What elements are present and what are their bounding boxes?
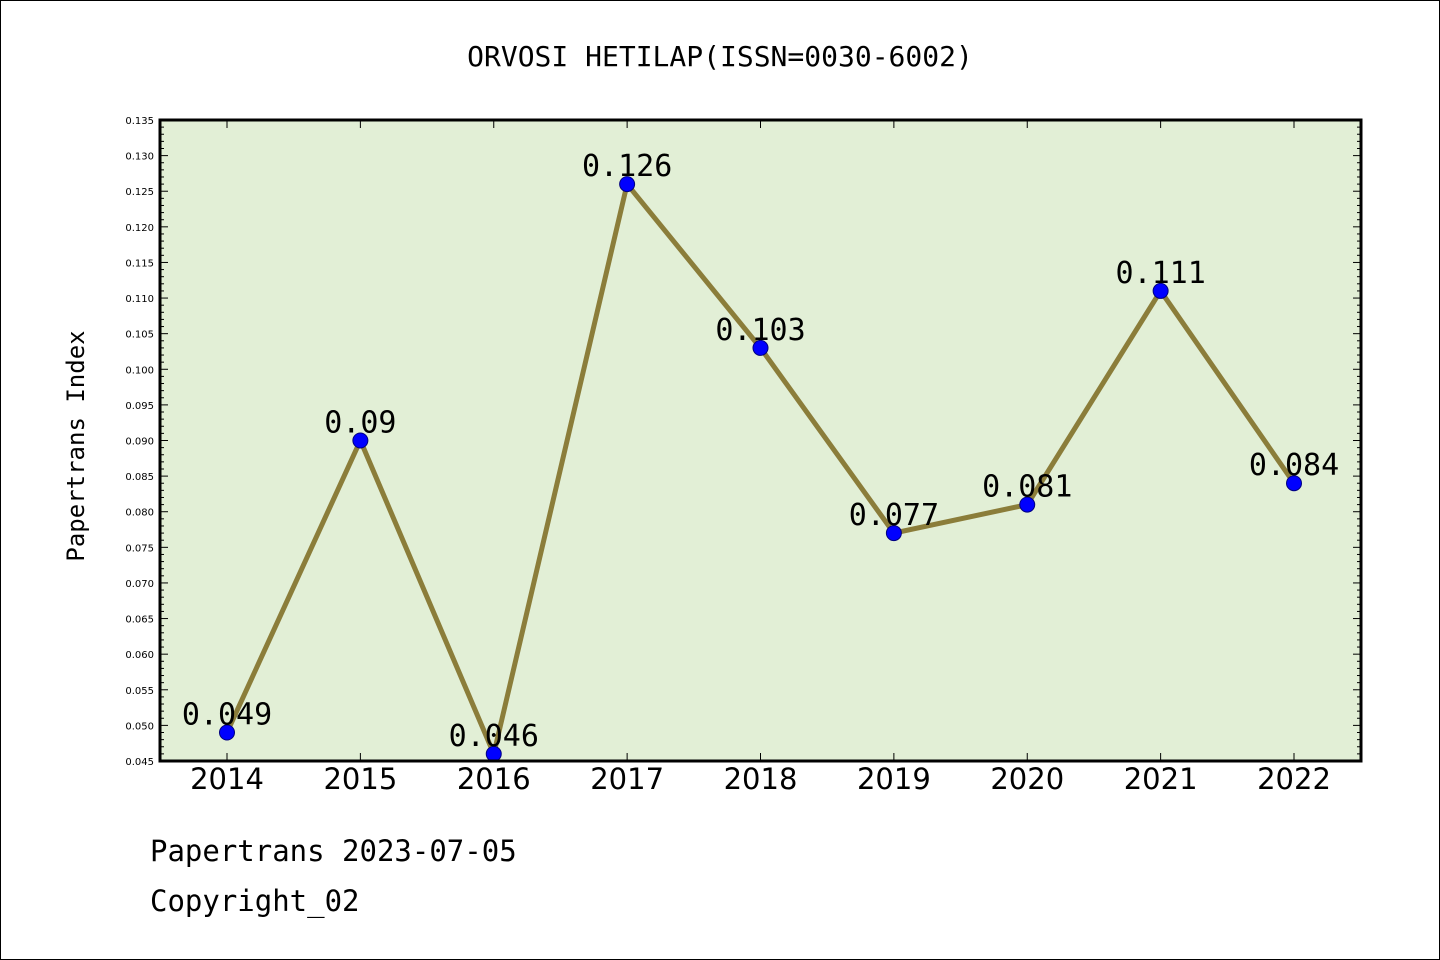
y-tick-label: 0.110 <box>125 294 154 305</box>
x-tick-label: 2014 <box>190 762 264 796</box>
y-tick-label: 0.130 <box>125 152 154 163</box>
y-tick-label: 0.105 <box>125 330 154 341</box>
y-tick-label: 0.055 <box>125 686 154 697</box>
x-tick-label: 2019 <box>857 762 931 796</box>
data-labels: 0.049 0.09 0.046 0.126 0.103 0.077 0.081 0.111 0… <box>182 149 1339 754</box>
data-label: 0.111 <box>1115 256 1205 291</box>
y-tick-label: 0.075 <box>125 543 154 554</box>
y-tick-label: 0.135 <box>125 116 154 127</box>
y-tick-label: 0.045 <box>125 757 154 768</box>
x-tick-label: 2021 <box>1124 762 1198 796</box>
x-axis-ticks: 2014 2015 2016 2017 2018 2019 2020 2021 2022 <box>190 120 1331 796</box>
y-tick-label: 0.125 <box>125 187 154 198</box>
footer-date-text: Papertrans 2023-07-05 <box>150 834 517 868</box>
data-label: 0.046 <box>449 719 539 754</box>
data-label: 0.103 <box>715 313 805 348</box>
data-label: 0.09 <box>324 406 396 441</box>
y-tick-label: 0.085 <box>125 472 154 483</box>
data-point-marker <box>1019 496 1036 513</box>
data-point-marker <box>219 724 235 741</box>
data-point-marker <box>752 339 769 356</box>
x-tick-label: 2018 <box>724 762 798 796</box>
x-tick-label: 2020 <box>990 762 1064 796</box>
chart-title: ORVOSI HETILAP(ISSN=0030-6002) <box>467 40 973 73</box>
plot-area <box>160 120 1361 761</box>
x-tick-label: 2015 <box>323 762 397 796</box>
y-tick-label: 0.090 <box>125 437 154 448</box>
footer-copyright-text: Copyright_02 <box>150 884 360 918</box>
y-tick-label: 0.080 <box>125 508 154 519</box>
data-point-marker <box>619 176 636 193</box>
x-tick-label: 2017 <box>590 762 664 796</box>
data-label: 0.049 <box>182 698 272 733</box>
y-axis-label: Papertrans Index <box>62 330 90 561</box>
x-tick-label: 2022 <box>1257 762 1331 796</box>
data-label: 0.077 <box>849 498 939 533</box>
plot-border <box>158 118 1363 763</box>
data-label: 0.084 <box>1249 448 1339 483</box>
data-point-marker <box>1152 282 1169 299</box>
x-tick-label: 2016 <box>457 762 531 796</box>
data-point-marker <box>885 525 902 542</box>
data-point-marker <box>1286 475 1302 492</box>
data-markers <box>219 176 1302 762</box>
y-tick-label: 0.100 <box>125 365 154 376</box>
y-tick-label: 0.050 <box>125 721 154 732</box>
data-label: 0.081 <box>982 470 1072 505</box>
y-tick-label: 0.065 <box>125 615 154 626</box>
data-point-marker <box>352 432 369 449</box>
y-tick-label: 0.070 <box>125 579 154 590</box>
y-tick-label: 0.095 <box>125 401 154 412</box>
y-tick-label: 0.120 <box>125 223 154 234</box>
data-label: 0.126 <box>582 149 672 184</box>
y-tick-label: 0.115 <box>125 258 154 269</box>
y-tick-label: 0.060 <box>125 650 154 661</box>
